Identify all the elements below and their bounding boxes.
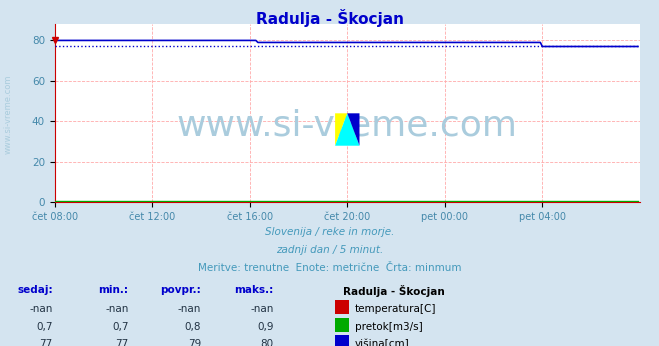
Text: 77: 77: [40, 339, 53, 346]
Text: min.:: min.:: [98, 285, 129, 295]
Text: -nan: -nan: [30, 304, 53, 315]
Text: pretok[m3/s]: pretok[m3/s]: [355, 322, 422, 332]
Polygon shape: [335, 113, 347, 146]
Text: 0,8: 0,8: [185, 322, 201, 332]
Text: www.si-vreme.com: www.si-vreme.com: [3, 74, 13, 154]
Text: sedaj:: sedaj:: [17, 285, 53, 295]
Text: 80: 80: [260, 339, 273, 346]
Text: 0,7: 0,7: [112, 322, 129, 332]
Text: 0,7: 0,7: [36, 322, 53, 332]
Text: -nan: -nan: [105, 304, 129, 315]
Polygon shape: [335, 113, 360, 146]
Text: -nan: -nan: [178, 304, 201, 315]
Text: maks.:: maks.:: [234, 285, 273, 295]
Text: 79: 79: [188, 339, 201, 346]
Polygon shape: [347, 113, 360, 146]
Text: -nan: -nan: [250, 304, 273, 315]
Text: 77: 77: [115, 339, 129, 346]
Text: Slovenija / reke in morje.: Slovenija / reke in morje.: [265, 227, 394, 237]
Text: 0,9: 0,9: [257, 322, 273, 332]
Text: višina[cm]: višina[cm]: [355, 339, 409, 346]
Text: povpr.:: povpr.:: [160, 285, 201, 295]
Text: Radulja - Škocjan: Radulja - Škocjan: [256, 9, 403, 27]
Text: www.si-vreme.com: www.si-vreme.com: [177, 109, 518, 143]
Text: Meritve: trenutne  Enote: metrične  Črta: minmum: Meritve: trenutne Enote: metrične Črta: …: [198, 263, 461, 273]
Text: zadnji dan / 5 minut.: zadnji dan / 5 minut.: [276, 245, 383, 255]
Text: Radulja - Škocjan: Radulja - Škocjan: [343, 285, 444, 298]
Text: temperatura[C]: temperatura[C]: [355, 304, 436, 315]
